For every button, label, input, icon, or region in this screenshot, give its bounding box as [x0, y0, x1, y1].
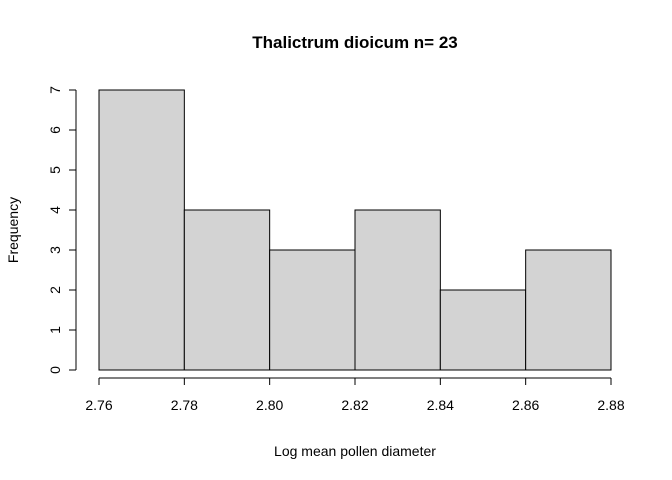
histogram-bar-2: [269, 249, 356, 371]
y-tick-label-0: 0: [47, 366, 63, 374]
y-tick-label-6: 6: [47, 126, 63, 134]
x-tick-label-1: 2.78: [171, 397, 198, 413]
y-tick-label-2: 2: [47, 286, 63, 294]
histogram-bar-0: [98, 89, 185, 371]
y-tick-label-1: 1: [47, 326, 63, 334]
histogram-bar-1: [183, 209, 271, 371]
y-tick-label-3: 3: [47, 246, 63, 254]
bars-group: [98, 89, 612, 371]
y-tick-label-7: 7: [47, 86, 63, 94]
x-tick-label-5: 2.86: [512, 397, 539, 413]
x-tick-label-2: 2.80: [256, 397, 283, 413]
chart-title: Thalictrum dioicum n= 23: [252, 33, 457, 52]
x-tick-label-3: 2.82: [341, 397, 368, 413]
x-tick-label-0: 2.76: [85, 397, 112, 413]
x-tick-label-4: 2.84: [427, 397, 454, 413]
y-tick-label-4: 4: [47, 206, 63, 214]
y-axis: 0 1 2 3 4 5 6 7: [47, 86, 77, 374]
y-tick-label-5: 5: [47, 166, 63, 174]
y-axis-label: Frequency: [5, 197, 21, 263]
x-tick-label-6: 2.88: [597, 397, 624, 413]
x-axis: 2.76 2.78 2.80 2.82 2.84 2.86 2.88: [85, 377, 625, 413]
histogram-bar-4: [439, 289, 527, 371]
histogram-bar-5: [525, 249, 612, 371]
x-axis-label: Log mean pollen diameter: [274, 443, 436, 459]
histogram-bar-3: [354, 209, 441, 371]
